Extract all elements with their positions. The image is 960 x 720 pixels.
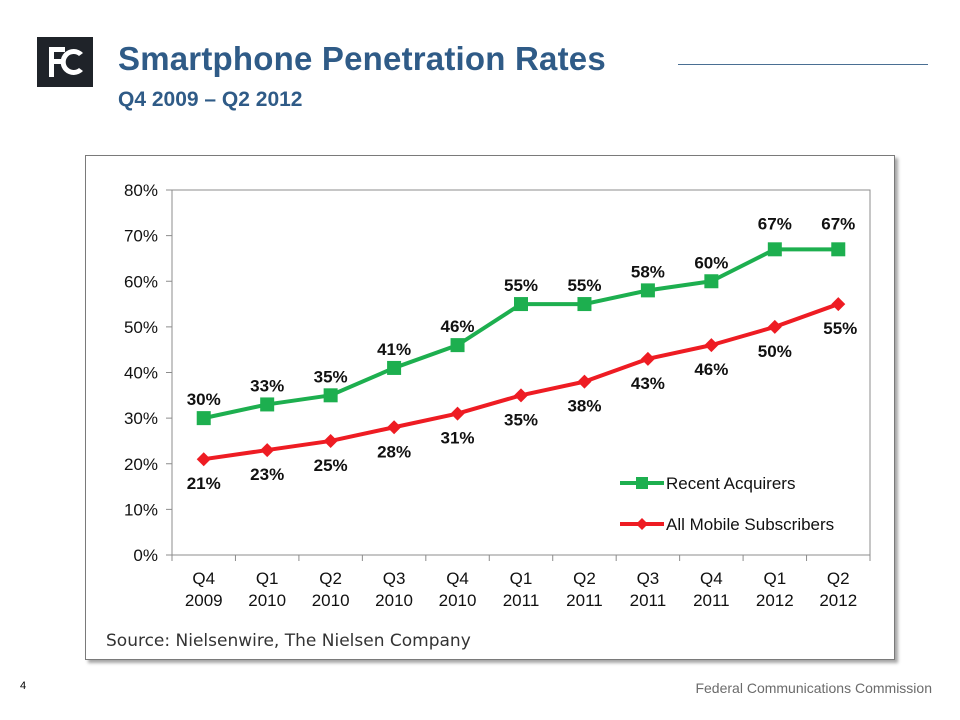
data-label: 28% xyxy=(377,442,411,461)
y-tick-label: 10% xyxy=(124,500,158,519)
y-tick-label: 40% xyxy=(124,364,158,383)
x-tick-label: Q2 xyxy=(827,569,850,588)
x-tick-label: 2011 xyxy=(503,591,540,610)
data-label: 31% xyxy=(441,429,475,448)
data-point xyxy=(831,297,846,312)
data-point xyxy=(323,388,338,403)
y-tick-label: 80% xyxy=(124,181,158,200)
data-point xyxy=(196,452,211,467)
x-tick-label: 2010 xyxy=(312,591,350,610)
data-label: 46% xyxy=(694,360,728,379)
x-tick-label: 2011 xyxy=(693,591,730,610)
chart-source: Source: Nielsenwire, The Nielsen Company xyxy=(106,631,471,651)
page-title: Smartphone Penetration Rates xyxy=(118,40,606,77)
page-subtitle: Q4 2009 – Q2 2012 xyxy=(118,88,303,111)
data-point xyxy=(260,397,275,412)
page-number: 4 xyxy=(20,680,27,692)
x-tick-label: 2010 xyxy=(439,591,477,610)
data-point xyxy=(577,374,592,389)
data-point xyxy=(704,274,719,289)
data-point xyxy=(323,433,338,448)
data-label: 21% xyxy=(187,474,221,493)
x-tick-label: 2011 xyxy=(630,591,667,610)
legend-label: Recent Acquirers xyxy=(666,474,795,493)
x-tick-label: Q3 xyxy=(637,569,660,588)
data-point xyxy=(831,242,846,257)
data-label: 38% xyxy=(567,397,601,416)
fcc-logo xyxy=(37,37,93,87)
legend-marker xyxy=(636,518,648,530)
data-label: 60% xyxy=(694,253,728,272)
data-point xyxy=(704,338,719,353)
x-tick-label: 2010 xyxy=(248,591,286,610)
x-tick-label: Q4 xyxy=(700,569,723,588)
data-label: 25% xyxy=(314,456,348,475)
x-tick-label: 2012 xyxy=(756,591,794,610)
data-label: 55% xyxy=(823,319,857,338)
data-point xyxy=(577,297,592,312)
y-tick-label: 30% xyxy=(124,409,158,428)
line-chart: 0% 10% 20% 30% 40% 50% 60% 70% 80% Q4 2009 Q1 2010 Q2… xyxy=(124,181,871,610)
data-point xyxy=(196,411,211,426)
data-label: 67% xyxy=(821,214,855,233)
x-tick-label: Q4 xyxy=(192,569,215,588)
y-tick-label: 60% xyxy=(124,272,158,291)
data-label: 35% xyxy=(504,410,538,429)
data-label: 50% xyxy=(758,342,792,361)
data-point xyxy=(387,420,402,435)
data-point xyxy=(640,351,655,366)
data-label: 46% xyxy=(441,317,475,336)
data-label: 67% xyxy=(758,214,792,233)
data-point xyxy=(450,406,465,421)
y-tick-label: 50% xyxy=(124,318,158,337)
legend-label: All Mobile Subscribers xyxy=(666,515,834,534)
data-point xyxy=(514,297,528,312)
plot-area xyxy=(171,189,871,556)
data-point xyxy=(767,319,782,334)
data-label: 58% xyxy=(631,262,665,281)
data-point xyxy=(514,388,528,403)
footer-agency: Federal Communications Commission xyxy=(695,680,932,696)
chart-panel: 0% 10% 20% 30% 40% 50% 60% 70% 80% Q4 2009 Q1 2010 Q2… xyxy=(85,155,895,660)
x-tick-label: Q3 xyxy=(383,569,406,588)
y-tick-label: 0% xyxy=(133,546,158,565)
title-divider xyxy=(678,64,928,65)
y-tick-label: 70% xyxy=(124,227,158,246)
x-tick-label: 2010 xyxy=(375,591,413,610)
series-line xyxy=(203,302,839,462)
data-label: 55% xyxy=(567,276,601,295)
legend-marker xyxy=(636,477,648,489)
y-tick-label: 20% xyxy=(124,455,158,474)
x-tick-label: 2012 xyxy=(819,591,857,610)
data-point xyxy=(640,283,655,298)
data-label: 55% xyxy=(504,276,538,295)
x-tick-label: 2009 xyxy=(185,591,223,610)
data-label: 43% xyxy=(631,374,665,393)
data-point xyxy=(260,443,275,458)
x-tick-label: Q2 xyxy=(319,569,342,588)
data-label: 23% xyxy=(250,465,284,484)
x-tick-label: Q1 xyxy=(256,569,279,588)
x-tick-label: Q1 xyxy=(763,569,786,588)
data-point xyxy=(767,242,782,257)
x-tick-label: Q1 xyxy=(510,569,533,588)
data-label: 35% xyxy=(314,367,348,386)
x-tick-label: 2011 xyxy=(566,591,603,610)
x-tick-label: Q2 xyxy=(573,569,596,588)
data-label: 30% xyxy=(187,390,221,409)
data-label: 33% xyxy=(250,376,284,395)
data-label: 41% xyxy=(377,340,411,359)
x-tick-label: Q4 xyxy=(446,569,469,588)
data-point xyxy=(387,360,402,375)
data-point xyxy=(450,338,465,353)
